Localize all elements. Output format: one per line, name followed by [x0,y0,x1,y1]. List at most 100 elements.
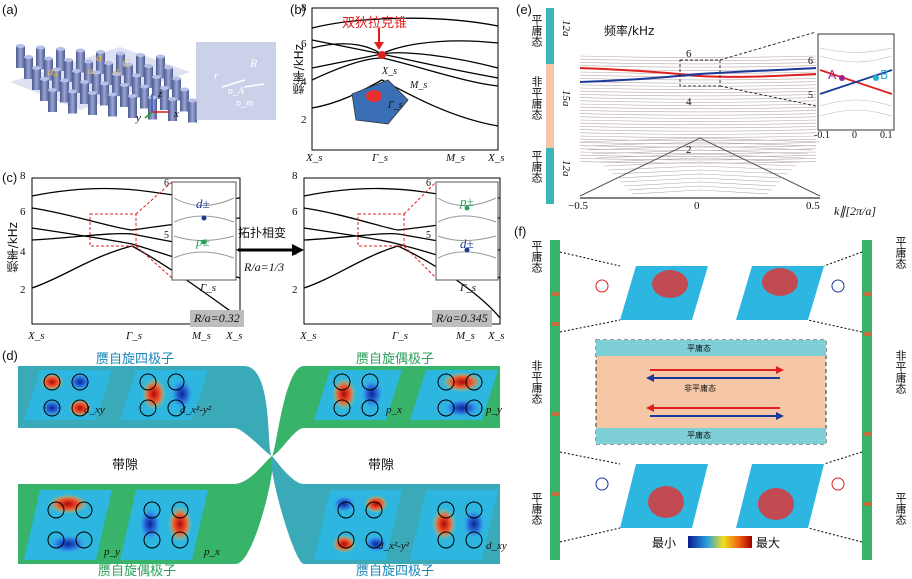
panel-e-label: (e) [516,2,532,17]
axis-x: x [174,108,179,120]
panel-c-label: (c) [2,170,18,185]
c-left-inset-ytick-0: 6 [164,178,169,189]
label-py-top: p_y [486,404,502,416]
c-right-inset-gamma: Γ_s [460,282,477,294]
label-px-bottom: p_x [204,546,220,558]
f-left-bottom-label: 平庸态 [530,492,543,525]
symbol-a0: a₀ [48,66,58,78]
f-right-mid-label: 非平庸态 [894,350,907,394]
d-bottom-right-title: 赝自旋四极子 [356,564,435,579]
symbol-nm: n_m [236,98,254,109]
label-dx2y2-bottom: d_x²-y² [378,540,410,552]
e-axes [580,197,820,199]
c-right-ytick-3: 2 [292,284,298,296]
phase-transition-ratio: R/a=1/3 [244,260,285,274]
e-inset-xtick-2: 0.1 [880,130,893,141]
strip-mid-label: 非平庸态 [530,76,543,120]
f-center-bottom: 平庸态 [687,431,711,440]
b-ytick-0: 8 [301,2,307,14]
c-left-xtick-3: X_s [226,330,243,342]
panel-b-label: (b) [290,2,306,17]
c-right-xtick-0: X_s [300,330,317,342]
bz-g: Γ_s [388,100,403,111]
c-ylabel: 频率/kHz [6,222,20,273]
c-left-inset-ytick-1: 5 [164,230,169,241]
panel-a-label: (a) [2,2,18,17]
c-left-inset-top: d± [196,196,210,211]
c-right-badge: R/a=0.345 [432,310,492,327]
b-xtick-1: Γ_s [372,152,389,164]
c-ytick-0: 8 [20,170,26,182]
strip-bottom-count: 12a [560,160,572,177]
f-center-middle: 非平庸态 [684,384,716,393]
bz-x: X_s [382,66,397,77]
c-right-inset-ytick-1: 5 [426,230,431,241]
strip-top-count: 12a [560,20,572,37]
c-left-inset-gamma: Γ_s [200,282,217,294]
gap-right-label: 带隙 [368,458,395,473]
e-inset-ytick-0: 6 [808,56,813,67]
label-dxy-top: d_xy [84,404,105,416]
phase-transition-label: 拓扑相变 [238,226,287,240]
d-top-right-title: 赝自旋偶极子 [356,352,435,367]
axis-y: y [136,112,141,124]
e-xtick-1: 0 [694,200,700,212]
e-inset-xtick-1: 0 [852,130,857,141]
symbol-r: r [214,70,219,82]
bz-m: M_s [410,80,428,91]
symbol-nA: n_A [228,86,245,97]
c-ytick-2: 4 [20,246,26,258]
strip-bottom-label: 平庸态 [530,150,543,183]
band-structure-c-right [303,177,501,325]
c-right-xtick-3: X_s [488,330,505,342]
f-left-top-label: 平庸态 [530,240,543,273]
e-xlabel: k∥[2π/a] [834,204,877,218]
d-top-left-title: 赝自旋四极子 [96,352,175,367]
e-ytick-1: 4 [686,96,692,108]
c-right-inset-ytick-0: 6 [426,178,431,189]
symbol-a-left: a₁ [88,66,97,77]
supercell-strip [546,8,554,204]
strip-top-label: 平庸态 [530,14,543,47]
f-left-mid-label: 非平庸态 [530,360,543,404]
phase-transition-arrow [238,244,304,256]
c-right-ytick-0: 8 [292,170,298,182]
mode-ribbons [18,366,500,564]
c-left-inset-bottom: p± [196,234,210,249]
colorbar-max: 最大 [756,536,781,550]
label-px-top: p_x [386,404,402,416]
gap-left-label: 带隙 [112,458,139,473]
cylinder-array-illustration [10,42,276,123]
e-xtick-0: −0.5 [568,200,588,212]
strip-mid-count: 15a [560,90,572,107]
symbol-R: R [250,56,258,70]
c-right-ytick-1: 6 [292,206,298,218]
e-ytick-2: 2 [686,144,692,156]
symbol-a: a [96,50,102,64]
c-right-inset-bottom: d± [460,236,474,251]
e-ytick-0: 6 [686,48,692,60]
e-inset [817,33,895,131]
e-xtick-2: 0.5 [806,200,820,212]
axis-triad-icon [144,94,170,119]
b-ytick-3: 2 [301,114,307,126]
symbol-C: C [122,56,131,70]
label-py-bottom: p_y [104,546,120,558]
c-right-ytick-2: 4 [292,246,298,258]
c-left-xtick-0: X_s [28,330,45,342]
c-right-inset-top: p± [460,194,474,209]
c-left-xtick-2: M_s [192,330,211,342]
c-right-xtick-1: Γ_s [392,330,409,342]
f-right-bottom-label: 平庸态 [894,492,907,525]
band-structure-b [311,7,499,151]
axis-z: z [158,88,163,100]
symbol-a-right: a₂ [114,66,123,77]
point-B: B [880,68,889,82]
projected-bands-e [579,31,821,197]
label-dxy-bottom: d_xy [486,540,507,552]
panel-d-label: (d) [2,348,18,363]
point-A: A [828,68,837,82]
b-xtick-2: M_s [446,152,465,164]
b-xtick-3: X_s [488,152,505,164]
b-ytick-2: 4 [301,76,307,88]
